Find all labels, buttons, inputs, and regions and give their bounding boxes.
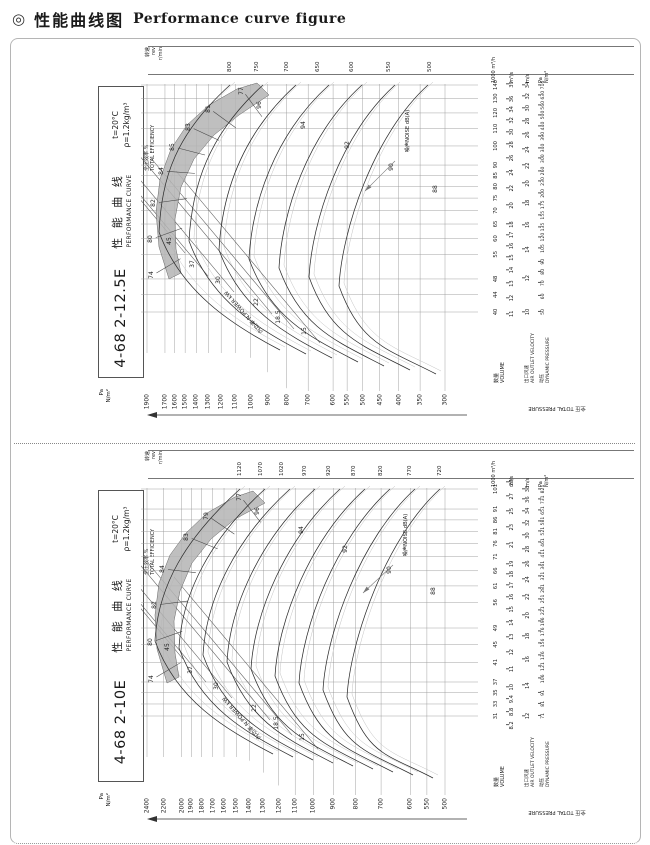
curve-annotation: 内功率 N.POWER kW	[220, 695, 263, 742]
curve-annotation: 37	[187, 666, 194, 674]
curve-annotation: 18.5	[275, 310, 282, 324]
total-pressure-axis: 全压 TOTAL PRESSURE	[147, 809, 586, 822]
curve-annotation: 84	[158, 167, 165, 175]
curve-annotation: 74	[148, 271, 155, 279]
efficiency-labels: 77 81 83 85 84 82 80 74	[147, 87, 263, 279]
curve-annotation: 83	[185, 123, 192, 131]
page-title-en: Performance curve figure	[133, 11, 347, 27]
chart-panel: 4-68 2-12.5E 性 能 曲 线 PERFORMANCE CURVE t…	[95, 45, 586, 437]
efficiency-labels: 77 79 83 84 82 80 74	[147, 493, 261, 683]
bullet-icon: ◎	[12, 10, 26, 28]
curve-annotation: 全压 TOTAL PRESSURE	[528, 405, 585, 413]
total-pressure-axis: 全压 TOTAL PRESSURE	[147, 405, 586, 418]
curve-annotation: 96	[254, 507, 261, 515]
axis-rule-bottom-1	[148, 450, 634, 451]
axis-rule-top-1	[148, 46, 634, 47]
curve-annotation: 92	[342, 545, 349, 553]
curve-annotation: 81	[205, 105, 212, 113]
curve-annotation: 88	[432, 185, 439, 193]
performance-chart: 4-68 2-10E 性 能 曲 线 PERFORMANCE CURVE t=2…	[95, 449, 586, 841]
curve-annotation: 85	[169, 143, 176, 151]
curve-annotation: 79	[203, 512, 210, 520]
curve-annotation: 84	[159, 565, 166, 573]
curve-annotation: 噪声NOISE dB(A)	[401, 514, 409, 557]
curve-annotation: 94	[300, 121, 307, 129]
curve-annotation: 30	[215, 276, 222, 284]
curve-annotation: 94	[298, 526, 305, 534]
axis-rule-bottom-2	[148, 478, 634, 479]
fan-speed-curves	[158, 84, 437, 375]
curve-annotation: 96	[256, 101, 263, 109]
curve-annotation: 77	[236, 493, 243, 501]
noise-labels: 96 94 92 90 88 噪声NOISE dB(A)	[254, 507, 437, 595]
efficiency-band	[155, 82, 270, 280]
curve-annotation: 90	[388, 163, 395, 171]
curve-annotation: 18.5	[273, 716, 280, 730]
curve-annotation: 82	[150, 199, 157, 207]
curve-annotation: 74	[148, 675, 155, 683]
curve-annotation: 90	[386, 566, 393, 574]
curve-annotation: 83	[183, 533, 190, 541]
curve-annotation: 45	[166, 237, 173, 245]
page-title-cn: 性能曲线图	[34, 11, 125, 30]
chart-panel: 4-68 2-10E 性 能 曲 线 PERFORMANCE CURVE t=2…	[95, 449, 586, 841]
curve-annotation: 37	[189, 260, 196, 268]
curve-annotation: 30	[213, 682, 220, 690]
curve-annotation: 80	[147, 235, 154, 243]
panel-separator	[14, 443, 635, 444]
curve-annotation: 77	[238, 87, 245, 95]
curve-annotation: 45	[164, 643, 171, 651]
noise-labels: 96 94 92 90 88 噪声NOISE dB(A)	[256, 101, 439, 193]
curve-annotation: 88	[430, 587, 437, 595]
static-pressure-curves	[163, 81, 442, 372]
fan-speed-curves	[154, 488, 441, 779]
curve-annotation: 15	[301, 327, 308, 335]
curves-plot: 77 79 83 84 82 80 74 45 37 30 22 18.5 15 内功率 N.POWER …	[141, 485, 586, 822]
curve-annotation: 80	[147, 638, 154, 646]
curve-annotation: 噪声NOISE dB(A)	[403, 110, 411, 153]
efficiency-band	[154, 490, 266, 684]
page-title: ◎ 性能曲线图 Performance curve figure	[12, 7, 346, 31]
curve-annotation: 全压 TOTAL PRESSURE	[528, 809, 585, 817]
curve-annotation: 92	[344, 141, 351, 149]
curve-annotation: 22	[251, 704, 258, 712]
curve-annotation: 82	[151, 601, 158, 609]
figure-frame	[10, 38, 641, 844]
axis-rule-top-2	[148, 74, 634, 75]
curve-annotation: 22	[253, 298, 260, 306]
curve-annotation: 15	[299, 733, 306, 741]
performance-chart: 4-68 2-12.5E 性 能 曲 线 PERFORMANCE CURVE t…	[95, 45, 586, 437]
